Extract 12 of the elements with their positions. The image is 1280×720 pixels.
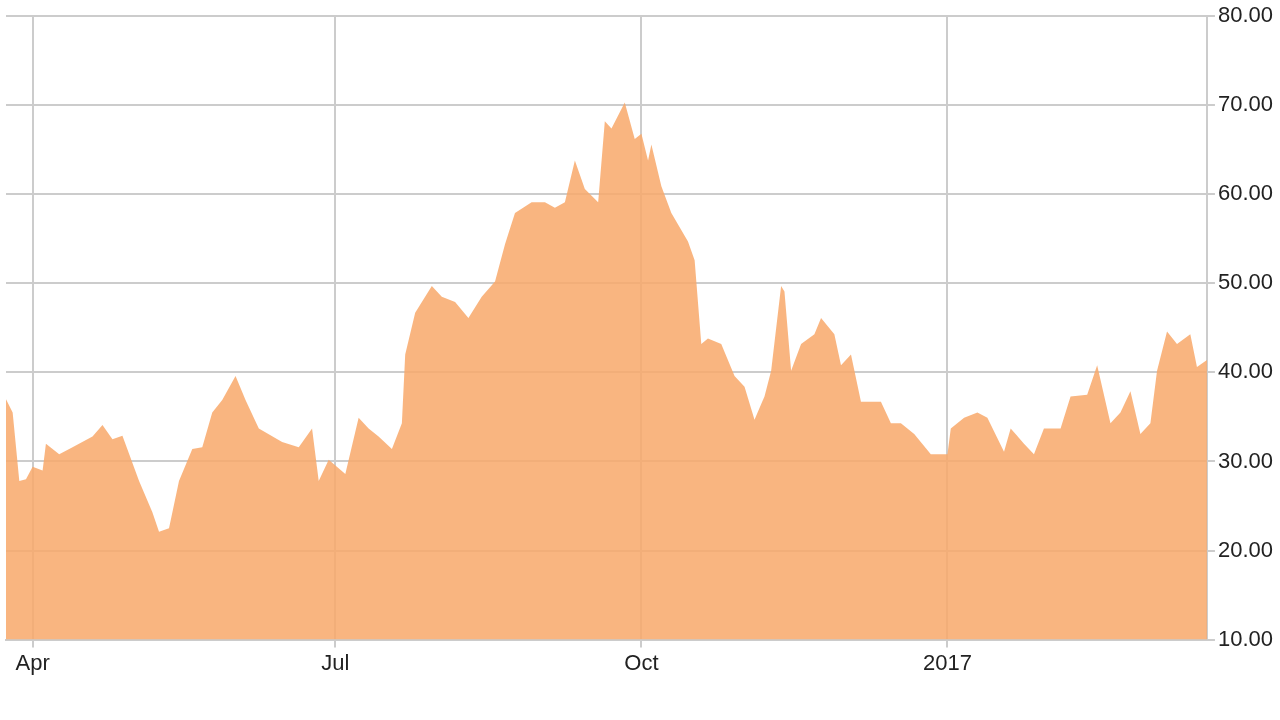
y-tick-label: 50.00 xyxy=(1217,269,1274,295)
x-tick-label: Jul xyxy=(321,649,350,675)
y-tick-label: 60.00 xyxy=(1217,180,1274,206)
x-tick-label: Apr xyxy=(15,649,50,675)
y-tick-label: 10.00 xyxy=(1217,625,1274,651)
y-tick-label: 40.00 xyxy=(1217,358,1274,384)
y-tick-label: 70.00 xyxy=(1217,91,1274,117)
y-tick-label: 30.00 xyxy=(1217,447,1274,473)
x-tick-label: 2017 xyxy=(922,649,972,675)
y-tick-label: 20.00 xyxy=(1217,536,1274,562)
x-tick-label: Oct xyxy=(624,649,659,675)
y-tick-label: 80.00 xyxy=(1217,2,1274,28)
